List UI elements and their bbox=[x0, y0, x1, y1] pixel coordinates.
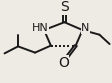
Text: S: S bbox=[59, 0, 68, 14]
Text: HN: HN bbox=[31, 23, 48, 33]
Text: O: O bbox=[57, 56, 68, 70]
Text: N: N bbox=[80, 23, 89, 33]
